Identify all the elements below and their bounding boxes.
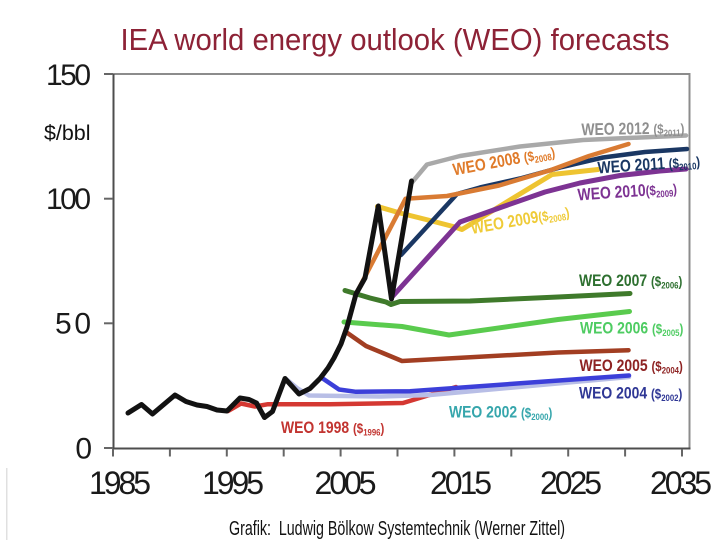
svg-text:100: 100 [46,183,91,216]
svg-text:WEO 2012 ($2011): WEO 2012 ($2011) [581,119,684,140]
svg-text:WEO 2006 ($2005): WEO 2006 ($2005) [580,319,683,338]
svg-text:WEO 2004 ($2002): WEO 2004 ($2002) [579,384,682,403]
svg-text:0: 0 [75,433,92,466]
svg-text:1995: 1995 [202,465,264,501]
svg-text:2035: 2035 [650,465,712,501]
svg-text:2015: 2015 [430,465,492,501]
svg-text:WEO 2005 ($2004): WEO 2005 ($2004) [580,357,683,376]
svg-text:WEO 1998 ($1996): WEO 1998 ($1996) [281,419,384,438]
svg-text:WEO 2002 ($2000): WEO 2002 ($2000) [449,403,552,422]
svg-text:150: 150 [46,59,91,92]
svg-text:2005: 2005 [315,465,377,501]
svg-text:$/bbl: $/bbl [44,121,91,145]
svg-text:IEA world energy outlook (WEO): IEA world energy outlook (WEO) forecasts [121,22,670,57]
svg-text:1985: 1985 [89,465,151,501]
svg-text:WEO 2007 ($2006): WEO 2007 ($2006) [579,272,682,291]
svg-text:2025: 2025 [540,465,602,501]
svg-text:Grafik: Ludwig Bölkow Systemt: Grafik: Ludwig Bölkow Systemtechnik (Wer… [229,518,565,540]
